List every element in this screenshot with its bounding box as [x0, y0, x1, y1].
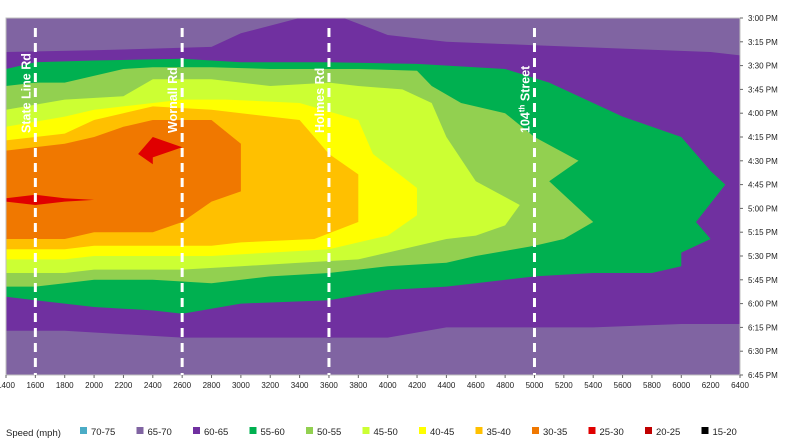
road-label-3: 104th Street [517, 65, 532, 133]
road-markers: State Line Rd Wornall Rd Holmes Rd 104th St… [19, 28, 536, 375]
y-tick-label-6: 4:30 PM [748, 157, 778, 166]
y-tick-label-12: 6:00 PM [748, 300, 778, 309]
road-label-2: Holmes Rd [313, 68, 327, 133]
x-tick-label-10: 3400 [291, 381, 309, 390]
legend-swatch-8 [532, 427, 539, 434]
legend-swatch-6 [419, 427, 426, 434]
legend-swatch-10 [645, 427, 652, 434]
y-tick-label-1: 3:15 PM [748, 38, 778, 47]
legend-label-8: 30-35 [543, 427, 567, 438]
legend-label-5: 45-50 [374, 427, 398, 438]
legend-swatch-11 [701, 427, 709, 434]
x-tick-label-16: 4600 [467, 381, 485, 390]
legend-label-11: 15-20 [713, 427, 737, 438]
y-tick-label-0: 3:00 PM [748, 14, 778, 23]
legend-title: Speed (mph) [6, 428, 61, 439]
x-tick-label-3: 2000 [85, 381, 103, 390]
legend-swatch-2 [193, 427, 200, 434]
x-tick-label-8: 3000 [232, 381, 250, 390]
y-tick-label-15: 6:45 PM [748, 371, 778, 380]
contour-plot-area [5, 17, 741, 376]
contour-band-25-30-8 [6, 194, 95, 205]
y-tick-label-3: 3:45 PM [748, 85, 778, 94]
x-tick-label-7: 2800 [203, 381, 221, 390]
contour-band-25-30-7 [138, 137, 183, 165]
distance-axis: 1400 1600 1800 2000 2200 2400 2600 2800 3000 3200… [0, 375, 749, 390]
y-tick-label-8: 5:00 PM [748, 204, 778, 213]
legend-swatch-5 [362, 427, 370, 434]
y-tick-label-13: 6:15 PM [748, 323, 778, 332]
y-tick-label-4: 4:00 PM [748, 109, 778, 118]
legend-swatch-0 [80, 427, 87, 434]
road-label-1: Wornall Rd [166, 67, 180, 133]
legend-label-6: 40-45 [430, 427, 454, 438]
legend-label-3: 55-60 [261, 427, 285, 438]
legend-swatch-7 [475, 427, 483, 434]
x-tick-label-5: 2400 [144, 381, 162, 390]
legend-label-10: 20-25 [656, 427, 680, 438]
legend-label-4: 50-55 [317, 427, 341, 438]
legend-label-7: 35-40 [487, 427, 511, 438]
x-tick-label-18: 5000 [526, 381, 544, 390]
legend: Speed (mph) 70-75 65-70 60-65 55-60 50-55 45-5… [6, 427, 737, 439]
x-tick-label-13: 4000 [379, 381, 397, 390]
x-tick-label-12: 3800 [349, 381, 367, 390]
x-tick-label-15: 4400 [438, 381, 456, 390]
y-tick-label-11: 5:45 PM [748, 276, 778, 285]
y-tick-label-9: 5:15 PM [748, 228, 778, 237]
legend-swatch-9 [588, 427, 596, 434]
x-tick-label-22: 5800 [643, 381, 661, 390]
x-tick-label-14: 4200 [408, 381, 426, 390]
legend-swatch-1 [136, 427, 144, 434]
legend-swatch-4 [306, 427, 313, 434]
y-tick-label-2: 3:30 PM [748, 62, 778, 71]
x-tick-label-21: 5600 [614, 381, 632, 390]
x-tick-label-6: 2600 [173, 381, 191, 390]
x-tick-label-24: 6200 [702, 381, 720, 390]
plot-border [5, 17, 741, 376]
x-tick-label-4: 2200 [115, 381, 133, 390]
road-label-0: State Line Rd [19, 53, 33, 133]
legend-label-9: 25-30 [600, 427, 624, 438]
x-tick-label-2: 1800 [56, 381, 74, 390]
legend-label-0: 70-75 [91, 427, 115, 438]
x-tick-label-20: 5400 [584, 381, 602, 390]
x-tick-label-9: 3200 [261, 381, 279, 390]
legend-swatch-3 [249, 427, 257, 434]
legend-label-1: 65-70 [148, 427, 172, 438]
x-tick-label-17: 4800 [496, 381, 514, 390]
y-tick-label-7: 4:45 PM [748, 181, 778, 190]
x-tick-label-25: 6400 [731, 381, 749, 390]
x-tick-label-23: 6000 [672, 381, 690, 390]
y-tick-label-10: 5:30 PM [748, 252, 778, 261]
x-tick-label-1: 1600 [26, 381, 44, 390]
y-tick-label-14: 6:30 PM [748, 347, 778, 356]
y-tick-label-5: 4:15 PM [748, 133, 778, 142]
legend-label-2: 60-65 [204, 427, 228, 438]
x-tick-label-11: 3600 [320, 381, 338, 390]
x-tick-label-19: 5200 [555, 381, 573, 390]
x-tick-label-0: 1400 [0, 381, 15, 390]
time-axis: 3:00 PM 3:15 PM 3:30 PM 3:45 PM 4:00 PM 4:15 … [740, 14, 778, 380]
